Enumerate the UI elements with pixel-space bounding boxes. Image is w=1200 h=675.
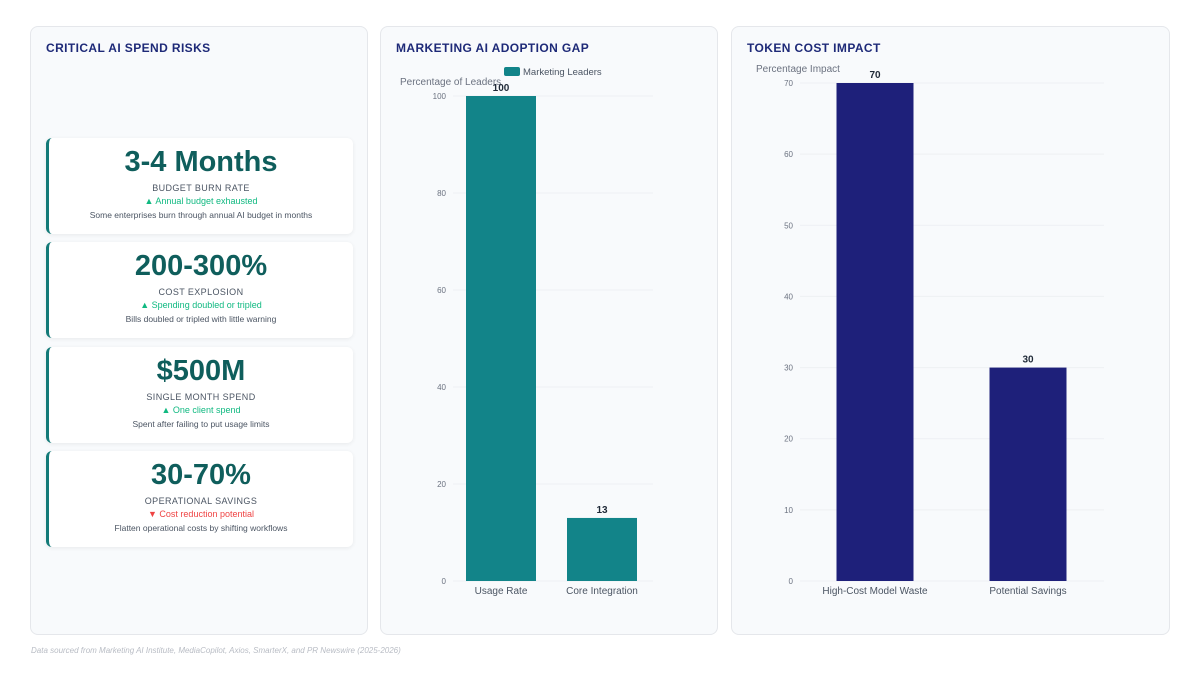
kpi-label: COST EXPLOSION: [158, 287, 244, 297]
x-tick-label: Usage Rate: [475, 586, 528, 597]
y-tick-label: 60: [437, 286, 446, 295]
y-axis-label: Percentage Impact: [756, 64, 840, 75]
data-label: 70: [869, 70, 881, 81]
kpi-value: 3-4 Months: [124, 146, 278, 178]
y-tick-label: 80: [437, 189, 446, 198]
adoption-gap-panel: MARKETING AI ADOPTION GAP 0 20 40 60 80 100 Pe…: [380, 26, 718, 635]
y-tick-label: 20: [784, 435, 793, 444]
y-tick-label: 0: [789, 577, 794, 586]
kpi-value: $500M: [156, 355, 246, 387]
y-tick-label: 10: [784, 506, 793, 515]
kpi-value: 30-70%: [151, 459, 251, 491]
panel-title: TOKEN COST IMPACT: [747, 41, 881, 55]
data-label: 30: [1022, 355, 1034, 366]
x-tick-label: Core Integration: [566, 586, 638, 597]
y-axis-label: Percentage of Leaders: [400, 77, 501, 88]
kpi-label: OPERATIONAL SAVINGS: [144, 496, 258, 506]
kpi-description: Some enterprises burn through annual AI …: [89, 210, 313, 220]
y-tick-label: 70: [784, 79, 793, 88]
legend-swatch: [504, 67, 520, 76]
kpi-card: 30-70% OPERATIONAL SAVINGS ▼ Cost reductio…: [46, 451, 353, 547]
x-tick-label: Potential Savings: [989, 586, 1066, 597]
kpi-trend: ▲ One client spend: [161, 405, 241, 415]
kpi-value: 200-300%: [134, 250, 268, 282]
data-label: 13: [596, 505, 608, 516]
spend-risks-panel: CRITICAL AI SPEND RISKS 3-4 Months BUDGET…: [30, 26, 368, 635]
legend-label: Marketing Leaders: [523, 67, 602, 78]
source-footnote: Data sourced from Marketing AI Institute…: [31, 646, 401, 655]
y-tick-label: 0: [442, 577, 447, 586]
y-tick-label: 30: [784, 364, 793, 373]
kpi-description: Bills doubled or tripled with little war…: [125, 314, 277, 324]
y-tick-label: 40: [437, 383, 446, 392]
kpi-card: $500M SINGLE MONTH SPEND ▲ One client spen…: [46, 347, 353, 443]
kpi-description: Spent after failing to put usage limits: [132, 419, 270, 429]
panel-title: CRITICAL AI SPEND RISKS: [46, 41, 211, 55]
kpi-card: 3-4 Months BUDGET BURN RATE ▲ Annual budge…: [46, 138, 353, 234]
bar: [836, 83, 914, 581]
kpi-description: Flatten operational costs by shifting wo…: [114, 523, 288, 533]
kpi-trend: ▲ Annual budget exhausted: [144, 196, 258, 206]
bar: [567, 517, 637, 581]
panel-title: MARKETING AI ADOPTION GAP: [396, 41, 590, 55]
kpi-trend: ▲ Spending doubled or tripled: [140, 300, 262, 310]
y-tick-label: 60: [784, 150, 793, 159]
kpi-card: 200-300% COST EXPLOSION ▲ Spending doubled…: [46, 242, 353, 338]
kpi-trend: ▼ Cost reduction potential: [148, 509, 254, 519]
kpi-label: BUDGET BURN RATE: [152, 183, 250, 193]
kpi-label: SINGLE MONTH SPEND: [146, 392, 256, 402]
y-tick-label: 40: [784, 292, 793, 301]
data-label: 100: [493, 83, 510, 94]
x-tick-label: High-Cost Model Waste: [822, 586, 928, 597]
y-tick-label: 50: [784, 221, 793, 230]
y-tick-label: 20: [437, 480, 446, 489]
bar: [989, 367, 1067, 581]
token-cost-panel: TOKEN COST IMPACT 0 10 20 30 40 50 60 70 Percent…: [731, 26, 1170, 635]
token-cost-chart: 0 10 20 30 40 50 60 70 Percentage Impact 70 High-C…: [756, 64, 1104, 597]
bar: [466, 96, 536, 581]
y-tick-label: 100: [433, 92, 447, 101]
